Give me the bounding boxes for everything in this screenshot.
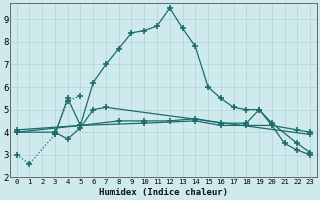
- X-axis label: Humidex (Indice chaleur): Humidex (Indice chaleur): [99, 188, 228, 197]
